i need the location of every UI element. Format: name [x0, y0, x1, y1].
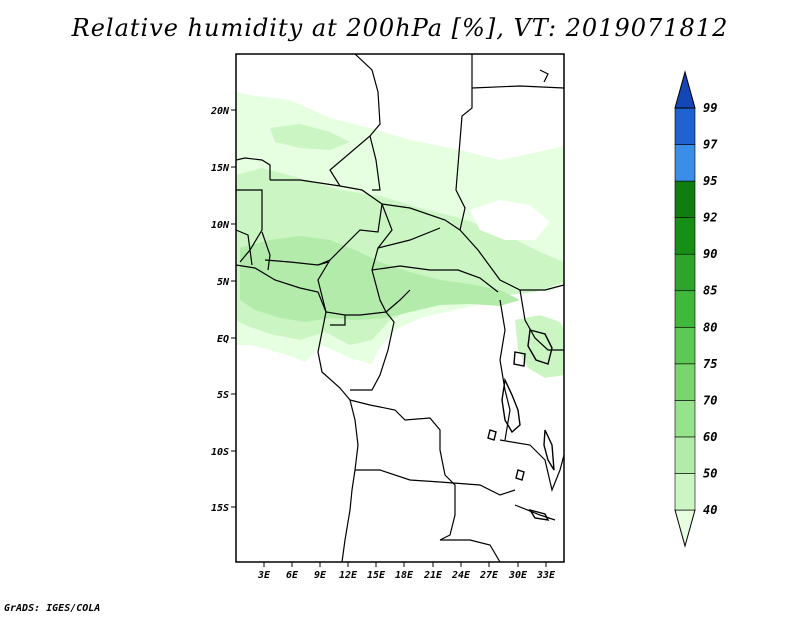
colorbar-label: 80 [703, 320, 717, 334]
lat-label: 20N [210, 106, 230, 117]
lat-label: 15N [211, 163, 230, 174]
lon-label: 6E [286, 570, 299, 581]
credit-text: GrADS: IGES/COLA [4, 603, 101, 614]
colorbar-label: 95 [703, 174, 717, 188]
colorbar-segment [674, 436, 696, 474]
lat-label: 10N [211, 220, 230, 231]
colorbar-segment [674, 217, 696, 255]
colorbar-label: 50 [703, 466, 717, 480]
colorbar-label: 90 [703, 247, 717, 261]
colorbar-segment [674, 400, 696, 438]
colorbar-label: 92 [703, 211, 717, 225]
lon-label: 33E [536, 570, 556, 581]
humidity-clear-patch [470, 200, 550, 240]
lon-label: 27E [479, 570, 499, 581]
lon-label: 9E [314, 570, 327, 581]
colorbar-segment [674, 107, 696, 145]
colorbar-label: 99 [703, 101, 717, 115]
colorbar-segment [674, 144, 696, 182]
lon-label: 3E [257, 570, 271, 581]
longitude-axis [263, 562, 547, 567]
humidity-field [236, 92, 564, 378]
colorbar-segment [674, 473, 696, 511]
lon-label: 15E [367, 570, 386, 581]
colorbar-low-triangle [674, 509, 696, 548]
lon-label: 24E [451, 570, 471, 581]
lon-label: 12E [339, 570, 358, 581]
colorbar-segment [674, 180, 696, 218]
humidity-region-upper [270, 124, 350, 150]
colorbar-segment [674, 253, 696, 292]
lat-label: 15S [211, 503, 229, 514]
colorbar-label: 97 [703, 138, 718, 152]
lat-label: 5N [217, 277, 230, 288]
lon-label: 30E [508, 570, 528, 581]
country-borders [236, 54, 564, 562]
humidity-region-east [515, 315, 564, 378]
lat-label: EQ [217, 334, 229, 345]
colorbar-segment [674, 326, 696, 365]
colorbar: 40 50 60 70 75 80 85 90 92 95 97 99 [674, 70, 718, 548]
lakes [487, 329, 555, 521]
colorbar-segment [674, 363, 696, 401]
colorbar-label: 40 [703, 503, 717, 517]
colorbar-label: 85 [703, 284, 717, 298]
colorbar-segment [674, 290, 696, 328]
colorbar-label: 60 [703, 430, 717, 444]
lat-label: 10S [211, 447, 229, 458]
lon-label: 21E [423, 570, 443, 581]
map-title: Relative humidity at 200hPa [%], VT: 201… [71, 14, 729, 42]
latitude-axis [231, 109, 236, 508]
colorbar-label: 75 [703, 357, 717, 371]
colorbar-high-triangle [674, 70, 696, 109]
lat-label: 5S [217, 390, 229, 401]
colorbar-label: 70 [703, 393, 717, 407]
humidity-region-core [240, 236, 520, 322]
map-frame [235, 53, 565, 563]
lon-label: 18E [395, 570, 414, 581]
